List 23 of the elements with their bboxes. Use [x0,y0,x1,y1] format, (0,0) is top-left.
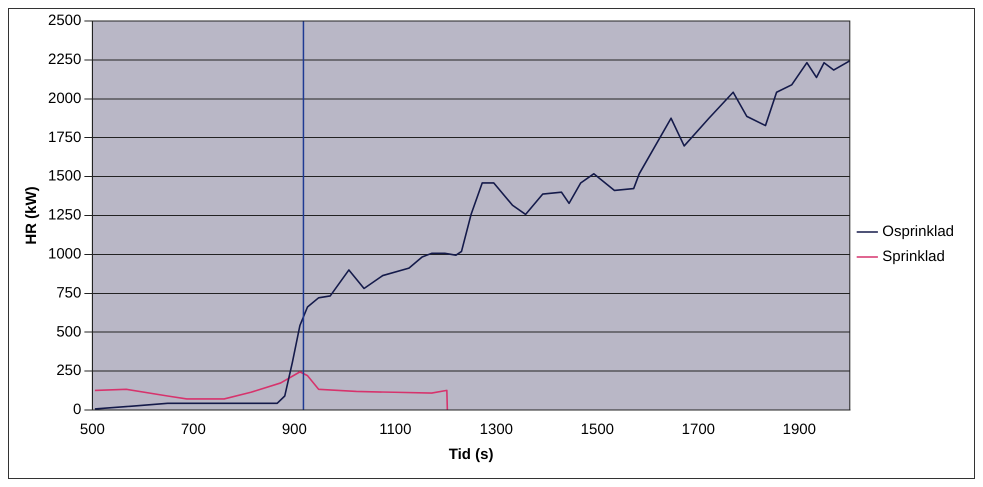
x-tick-label: 700 [180,421,206,438]
y-tick-label: 0 [73,401,82,418]
y-tick-label: 1500 [48,168,82,185]
x-tick-label: 500 [80,421,105,438]
x-tick-label: 1900 [782,421,816,438]
legend-label: Sprinklad [882,248,945,266]
x-tick-label: 1100 [379,421,412,438]
y-tick-label: 1250 [48,206,82,224]
y-axis-title: HR (kW) [23,186,40,245]
y-tick-label: 500 [56,323,82,340]
x-tick-label: 900 [282,421,307,438]
legend-label: Osprinklad [882,223,954,240]
x-tick-label: 1700 [682,421,716,438]
x-tick-label: 1300 [480,421,514,438]
y-tick-label: 1000 [48,246,82,263]
x-tick-label: 1500 [580,421,614,438]
y-tick-label: 1750 [48,128,82,146]
y-tick-label: 2250 [48,51,82,68]
y-tick-label: 250 [56,362,82,380]
x-axis-title: Tid (s) [448,446,494,464]
y-tick-label: 2500 [48,12,82,30]
y-tick-label: 750 [56,284,82,302]
y-tick-label: 2000 [48,90,82,107]
